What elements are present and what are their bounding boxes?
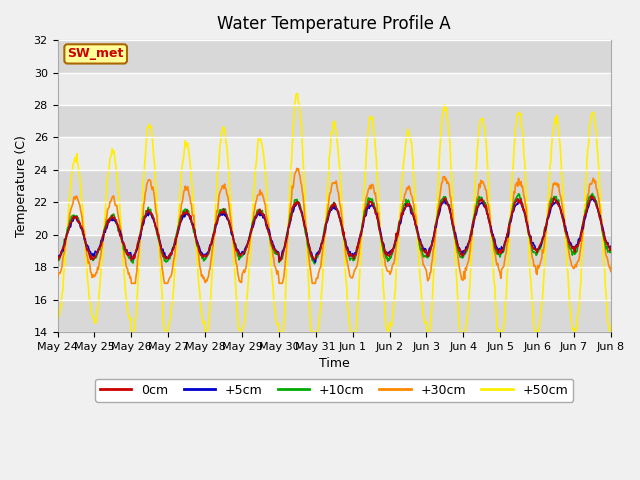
- Text: SW_met: SW_met: [67, 48, 124, 60]
- Title: Water Temperature Profile A: Water Temperature Profile A: [218, 15, 451, 33]
- Bar: [58, 137, 611, 170]
- Bar: [58, 170, 611, 202]
- Bar: [58, 267, 611, 300]
- Y-axis label: Temperature (C): Temperature (C): [15, 135, 28, 237]
- Bar: [58, 40, 611, 72]
- X-axis label: Time: Time: [319, 357, 349, 370]
- Bar: [58, 72, 611, 105]
- Bar: [58, 105, 611, 137]
- Legend: 0cm, +5cm, +10cm, +30cm, +50cm: 0cm, +5cm, +10cm, +30cm, +50cm: [95, 379, 573, 402]
- Bar: [58, 235, 611, 267]
- Bar: [58, 202, 611, 235]
- Bar: [58, 300, 611, 332]
